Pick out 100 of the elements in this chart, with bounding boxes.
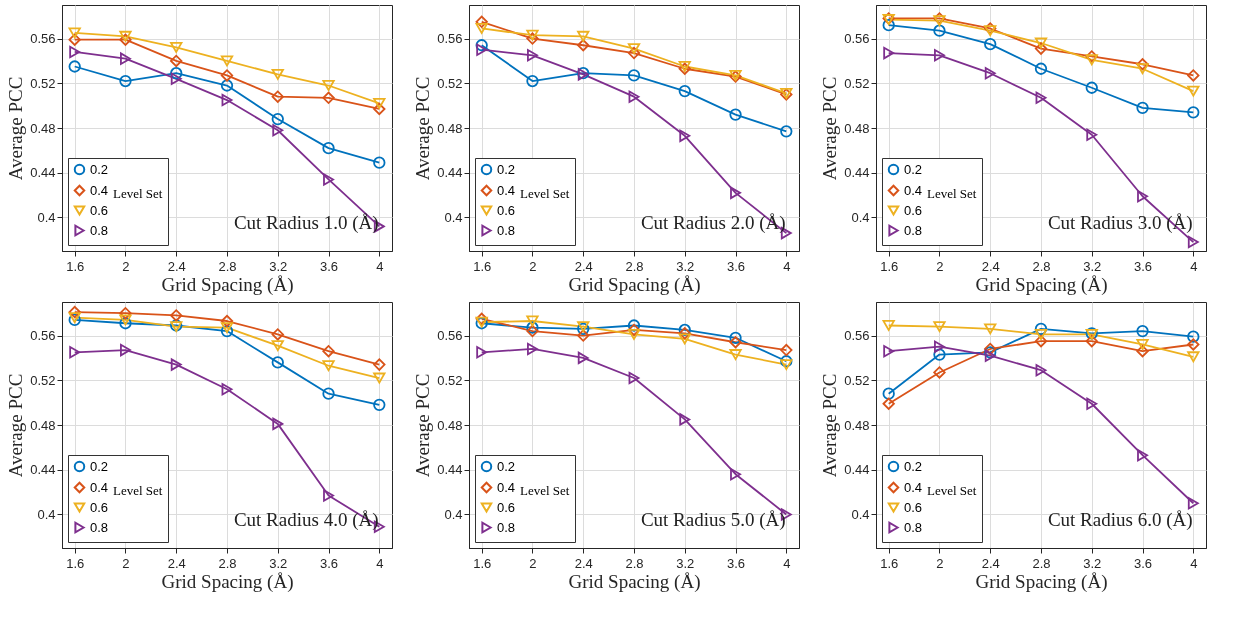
legend-label: 0.4 — [497, 479, 516, 495]
point — [1086, 128, 1098, 141]
x-tick-label: 3.2 — [269, 258, 288, 274]
point — [679, 129, 691, 142]
x-tick-label: 3.6 — [1134, 258, 1153, 274]
point — [627, 43, 641, 55]
y-tick-label: 0.4 — [444, 209, 463, 225]
y-tick-label: 0.44 — [437, 462, 463, 478]
y-axis-title: Average PCC — [819, 373, 841, 478]
legend-label: 0.2 — [497, 458, 516, 474]
legend-label: 0.6 — [497, 499, 516, 515]
x-axis-title: Grid Spacing (Å) — [568, 570, 701, 593]
y-tick-label: 0.4 — [37, 506, 56, 522]
point — [475, 312, 488, 325]
point — [1085, 81, 1098, 94]
point — [577, 351, 589, 365]
point — [1187, 85, 1200, 97]
point — [882, 387, 895, 400]
point — [373, 358, 386, 371]
y-tick-label: 0.56 — [437, 31, 463, 47]
point — [1034, 328, 1048, 340]
point — [628, 371, 640, 385]
point — [119, 307, 132, 320]
point — [170, 72, 182, 85]
point — [1136, 345, 1149, 358]
x-tick-label: 3.2 — [1083, 555, 1102, 571]
point — [1035, 364, 1047, 377]
legend-title: Level Set — [927, 186, 977, 201]
point — [69, 45, 81, 59]
y-tick-label: 0.4 — [444, 506, 463, 522]
legend-label: 0.2 — [90, 458, 109, 474]
x-tick-label: 2.4 — [167, 555, 186, 571]
point — [780, 359, 793, 371]
point — [1085, 54, 1098, 66]
point — [882, 18, 895, 32]
y-tick-label: 0.4 — [851, 209, 870, 225]
legend-label: 0.8 — [904, 519, 923, 535]
point — [170, 67, 183, 80]
x-tick-label: 4 — [783, 258, 791, 274]
point — [1136, 339, 1149, 350]
x-tick-label: 3.6 — [727, 258, 746, 274]
x-tick-label: 3.6 — [727, 555, 746, 571]
x-axis-title: Grid Spacing (Å) — [975, 570, 1108, 593]
legend-label: 0.8 — [497, 222, 516, 238]
legend-label: 0.8 — [90, 519, 109, 535]
point — [729, 349, 742, 360]
legend-label: 0.6 — [90, 202, 109, 218]
y-tick-label: 0.48 — [30, 417, 56, 433]
x-tick-label: 1.6 — [473, 258, 492, 274]
point — [1137, 190, 1148, 203]
point — [883, 46, 895, 60]
point — [984, 67, 996, 80]
point — [220, 322, 234, 334]
y-axis-title: Average PCC — [819, 76, 841, 181]
y-tick-label: 0.44 — [844, 462, 870, 478]
point — [322, 345, 335, 358]
point — [1086, 397, 1098, 410]
point — [323, 173, 334, 186]
x-tick-label: 4 — [783, 555, 791, 571]
point — [1034, 334, 1048, 348]
x-tick-label: 3.6 — [1134, 555, 1153, 571]
point — [68, 305, 81, 319]
point — [933, 24, 946, 37]
point — [271, 340, 284, 352]
y-axis-title: Average PCC — [412, 373, 434, 478]
point — [373, 398, 386, 412]
y-tick-label: 0.56 — [844, 31, 870, 47]
point — [322, 387, 335, 400]
x-tick-label: 2 — [936, 555, 944, 571]
point — [220, 314, 234, 328]
point — [730, 186, 741, 199]
x-tick-label: 4 — [376, 555, 384, 571]
x-tick-label: 3.2 — [676, 555, 695, 571]
x-tick-label: 2.8 — [218, 258, 237, 274]
point — [373, 372, 386, 384]
legend-title: Level Set — [520, 186, 570, 201]
legend-title: Level Set — [113, 186, 163, 201]
point — [526, 321, 539, 334]
point — [527, 342, 538, 356]
point — [119, 314, 132, 326]
point — [627, 69, 641, 82]
point — [69, 346, 81, 359]
y-tick-label: 0.52 — [437, 372, 463, 388]
point — [170, 309, 183, 322]
point — [527, 49, 538, 62]
x-axis-title: Grid Spacing (Å) — [161, 570, 294, 593]
x-tick-label: 2.4 — [981, 555, 1000, 571]
point — [68, 27, 81, 39]
x-axis-title: Grid Spacing (Å) — [568, 273, 701, 296]
legend-label: 0.2 — [904, 458, 923, 474]
x-axis-title: Grid Spacing (Å) — [975, 273, 1108, 296]
x-tick-label: 2 — [936, 258, 944, 274]
point — [628, 90, 640, 103]
legend-label: 0.8 — [497, 519, 516, 535]
point — [730, 468, 741, 481]
y-tick-label: 0.52 — [30, 75, 56, 91]
y-tick-label: 0.44 — [844, 165, 870, 181]
legend-title: Level Set — [520, 483, 570, 498]
legend-label: 0.4 — [497, 182, 516, 198]
y-tick-label: 0.44 — [437, 165, 463, 181]
